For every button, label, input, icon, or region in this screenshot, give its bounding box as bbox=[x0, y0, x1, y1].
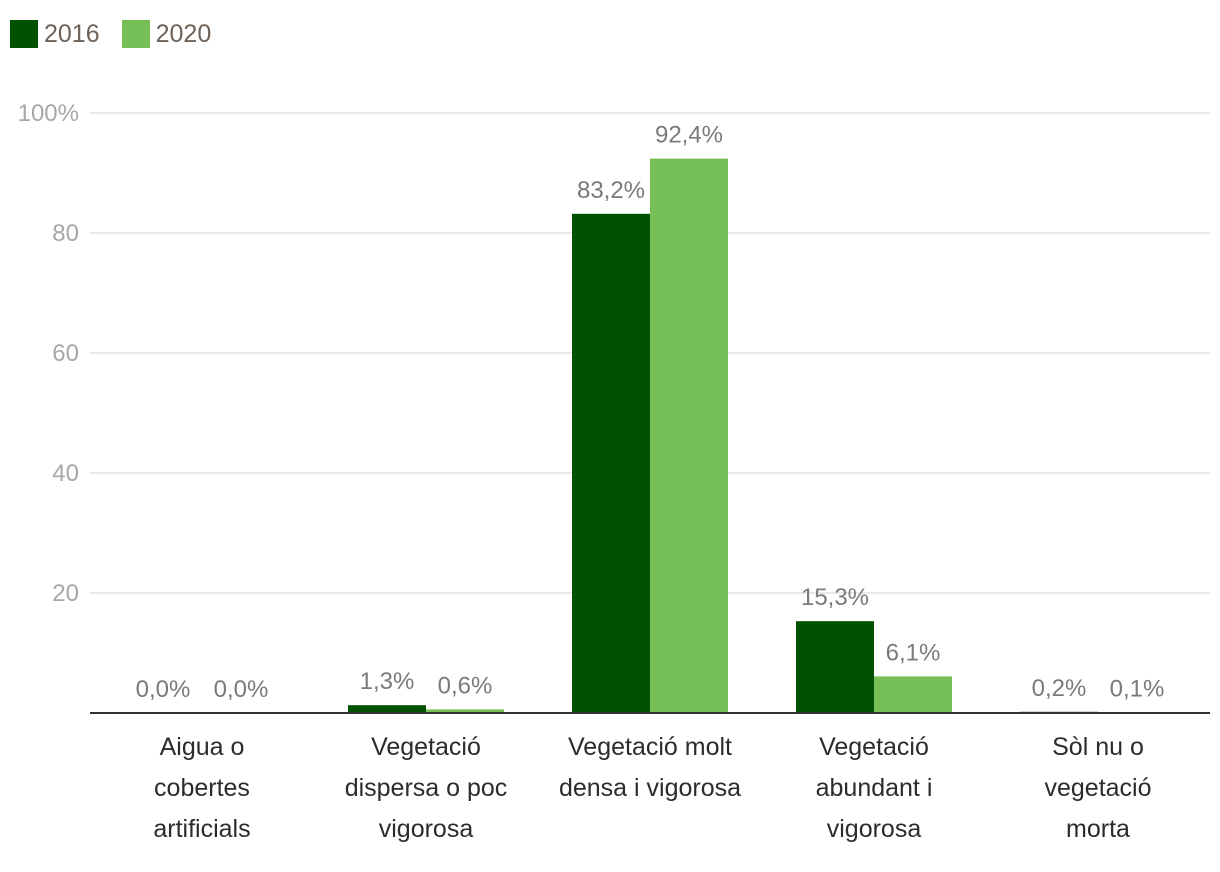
bar-2020-1[interactable] bbox=[426, 709, 504, 713]
bars bbox=[348, 158, 1176, 714]
data-label-2016-1: 1,3% bbox=[360, 668, 415, 695]
x-category-label-line: vegetació bbox=[1044, 774, 1151, 802]
legend-label-2016: 2016 bbox=[44, 19, 100, 48]
y-tick-label: 60 bbox=[52, 340, 79, 367]
x-category-label-line: cobertes bbox=[154, 774, 250, 802]
y-tick-label: 100% bbox=[18, 100, 79, 127]
y-tick-label: 80 bbox=[52, 220, 79, 247]
data-label-2020-2: 92,4% bbox=[655, 122, 723, 149]
bar-2020-3[interactable] bbox=[874, 676, 952, 713]
x-category-label: Aigua o cobertes artificials bbox=[153, 733, 250, 843]
data-label-2016-3: 15,3% bbox=[801, 584, 869, 611]
legend: 2016 2020 bbox=[10, 18, 233, 50]
x-category-label: Vegetació dispersa o poc vigorosa bbox=[345, 733, 508, 843]
x-category-label-line: dispersa o poc bbox=[345, 774, 508, 802]
data-label-2020-4: 0,1% bbox=[1110, 675, 1165, 702]
x-category-label-line: vigorosa bbox=[827, 815, 922, 843]
x-category-label: Vegetació abundant i vigorosa bbox=[816, 733, 933, 843]
x-category-label-line: Sòl nu o bbox=[1052, 733, 1144, 761]
y-tick-label: 20 bbox=[52, 580, 79, 607]
x-axis: Aigua o cobertes artificials Vegetació dispe… bbox=[90, 712, 1210, 843]
x-category-label-line: artificials bbox=[153, 815, 250, 843]
x-category-label-line: abundant i bbox=[816, 774, 933, 802]
bar-2020-2[interactable] bbox=[650, 158, 728, 714]
x-category-label-line: vigorosa bbox=[379, 815, 474, 843]
x-category-label-line: Vegetació bbox=[371, 733, 481, 761]
x-category-label-line: Vegetació bbox=[819, 733, 929, 761]
data-label-2020-3: 6,1% bbox=[886, 639, 941, 666]
x-category-label: Vegetació molt densa i vigorosa bbox=[559, 733, 741, 802]
data-labels: 0,0% 0,0% 1,3% 0,6% 83,2% 92,4% 15,3% 6,1% 0,2% 0… bbox=[136, 122, 1165, 703]
data-label-2016-2: 83,2% bbox=[577, 177, 645, 204]
y-tick-label: 40 bbox=[52, 460, 79, 487]
legend-swatch-2020 bbox=[121, 20, 150, 48]
data-label-2016-4: 0,2% bbox=[1032, 675, 1087, 702]
data-label-2020-1: 0,6% bbox=[438, 672, 493, 699]
x-category-label-line: morta bbox=[1066, 815, 1130, 843]
x-category-label-line: Aigua o bbox=[160, 733, 245, 761]
legend-label-2020: 2020 bbox=[155, 19, 212, 48]
x-category-label-line: Vegetació molt bbox=[568, 733, 732, 761]
legend-item-2020[interactable]: 2020 bbox=[121, 19, 212, 49]
y-axis-labels: 100% 80 60 40 20 bbox=[18, 100, 79, 607]
data-label-2020-0: 0,0% bbox=[214, 676, 269, 703]
x-category-label: Sòl nu o vegetació morta bbox=[1044, 733, 1151, 843]
legend-item-2016[interactable]: 2016 bbox=[10, 20, 100, 49]
bar-2016-1[interactable] bbox=[348, 705, 426, 713]
x-category-label-line: densa i vigorosa bbox=[559, 774, 741, 802]
bar-2016-3[interactable] bbox=[796, 621, 874, 713]
bar-2016-2[interactable] bbox=[572, 213, 650, 714]
data-label-2016-0: 0,0% bbox=[136, 676, 191, 703]
legend-swatch-2016 bbox=[10, 20, 38, 48]
